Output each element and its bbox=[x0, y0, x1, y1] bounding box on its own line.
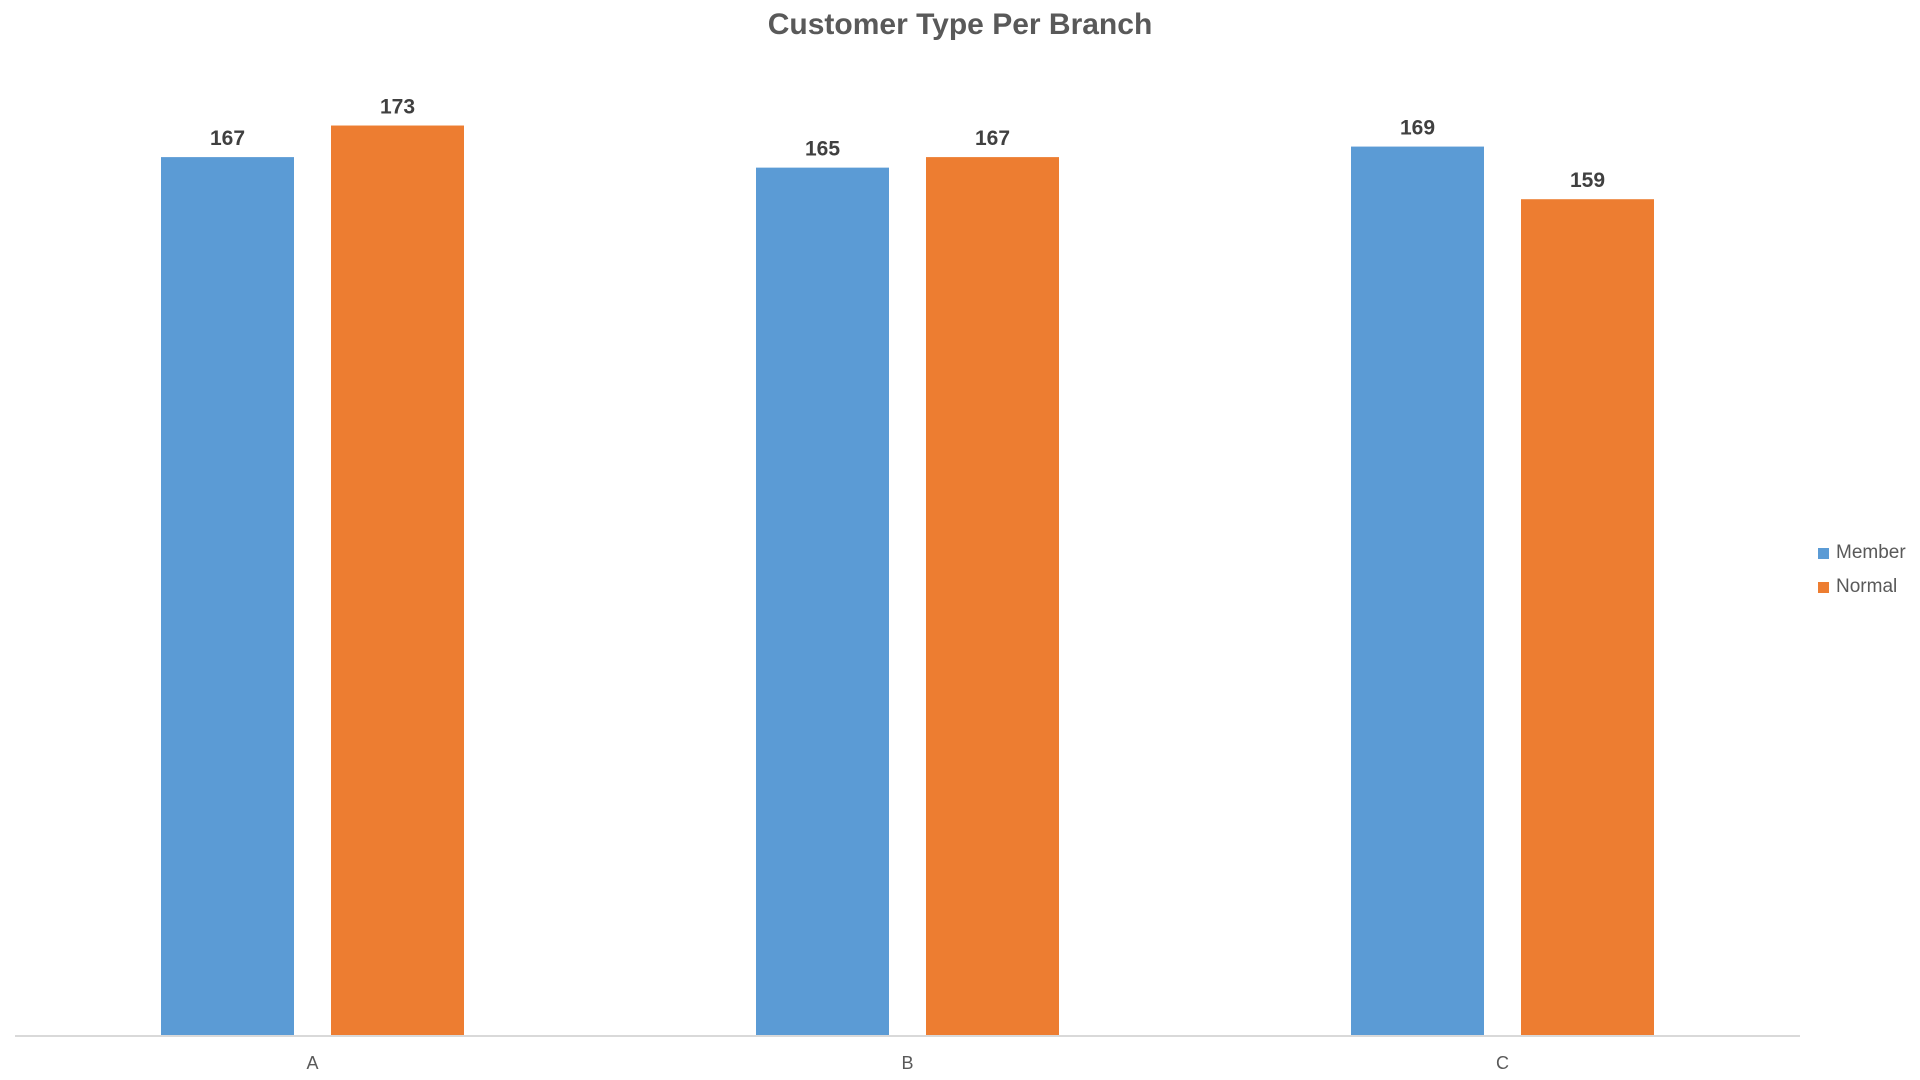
bar-member-c bbox=[1351, 146, 1484, 1036]
x-tick-label-c: C bbox=[1496, 1053, 1509, 1073]
data-label-member-b: 165 bbox=[805, 138, 840, 161]
data-label-member-a: 167 bbox=[210, 127, 245, 150]
x-tick-labels: A B C bbox=[306, 1053, 1509, 1073]
data-label-member-c: 169 bbox=[1400, 117, 1435, 140]
legend-item-member: Member bbox=[1818, 536, 1906, 570]
x-tick-label-b: B bbox=[901, 1053, 913, 1073]
legend-label-member: Member bbox=[1836, 542, 1906, 563]
bar-normal-c bbox=[1521, 199, 1654, 1037]
legend-label-normal: Normal bbox=[1836, 576, 1898, 597]
data-label-normal-a: 173 bbox=[380, 96, 415, 119]
legend-item-normal: Normal bbox=[1818, 570, 1906, 604]
bar-member-b bbox=[756, 167, 889, 1037]
bar-normal-a bbox=[331, 125, 464, 1037]
x-tick-label-a: A bbox=[306, 1053, 318, 1073]
legend-swatch-normal bbox=[1818, 581, 1829, 593]
chart-title: Customer Type Per Branch bbox=[767, 8, 1153, 41]
data-label-normal-c: 159 bbox=[1570, 169, 1605, 192]
legend-swatch-member bbox=[1818, 547, 1829, 559]
data-label-normal-b: 167 bbox=[975, 127, 1010, 150]
legend: Member Normal bbox=[1818, 536, 1906, 604]
bar-member-a bbox=[161, 157, 294, 1037]
bar-normal-b bbox=[926, 157, 1059, 1037]
bars-layer: 167 173 165 167 169 159 bbox=[161, 96, 1654, 1037]
